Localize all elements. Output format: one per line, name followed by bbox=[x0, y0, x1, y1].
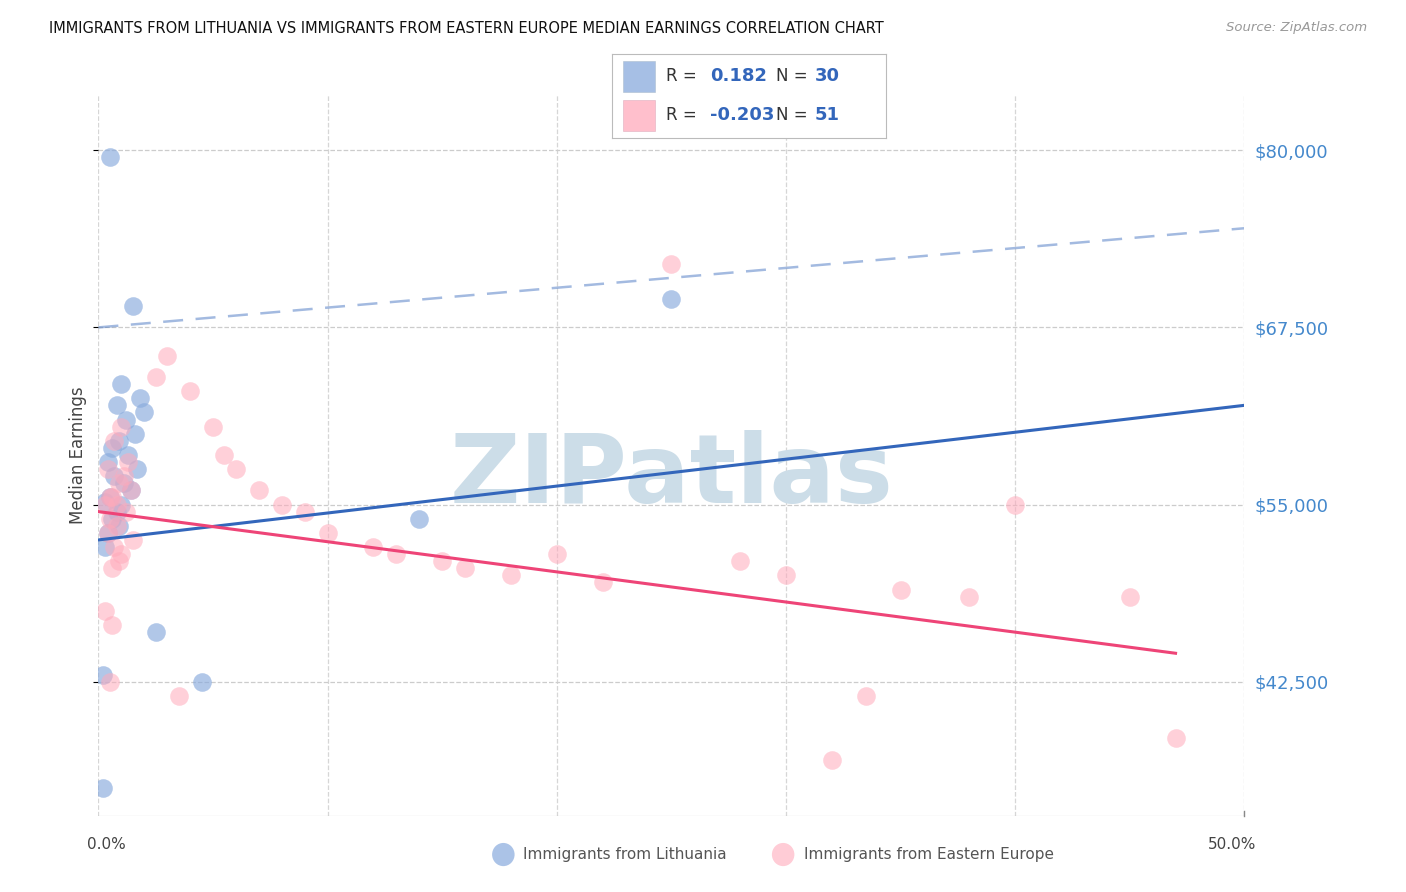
Point bbox=[115, 412, 138, 426]
Point bbox=[1164, 731, 1187, 746]
Point bbox=[316, 525, 339, 540]
Point bbox=[97, 525, 120, 540]
Point bbox=[97, 455, 120, 469]
Point bbox=[105, 398, 128, 412]
Point bbox=[110, 547, 132, 561]
Point bbox=[430, 554, 453, 568]
Point bbox=[94, 494, 117, 508]
Text: R =: R = bbox=[666, 68, 697, 86]
Point bbox=[821, 752, 844, 766]
Text: 0.0%: 0.0% bbox=[87, 838, 125, 853]
Point bbox=[101, 618, 124, 632]
Point bbox=[134, 405, 156, 419]
Point bbox=[1119, 590, 1142, 604]
Point bbox=[775, 568, 797, 582]
Point bbox=[110, 377, 132, 392]
Point bbox=[661, 292, 683, 306]
Point bbox=[103, 469, 125, 483]
Point bbox=[108, 476, 131, 491]
Point bbox=[101, 511, 124, 525]
Point bbox=[127, 462, 149, 476]
Point bbox=[363, 540, 385, 554]
Point bbox=[546, 547, 568, 561]
Point bbox=[94, 498, 117, 512]
Point bbox=[385, 547, 408, 561]
Point bbox=[120, 483, 142, 498]
Point bbox=[98, 150, 121, 164]
Text: IMMIGRANTS FROM LITHUANIA VS IMMIGRANTS FROM EASTERN EUROPE MEDIAN EARNINGS CORR: IMMIGRANTS FROM LITHUANIA VS IMMIGRANTS … bbox=[49, 21, 884, 37]
Point bbox=[661, 257, 683, 271]
Bar bbox=[623, 100, 655, 130]
Point bbox=[97, 462, 120, 476]
Point bbox=[270, 498, 292, 512]
Point bbox=[105, 498, 128, 512]
Point bbox=[108, 554, 131, 568]
Point bbox=[117, 455, 139, 469]
Point bbox=[108, 434, 131, 448]
Bar bbox=[623, 62, 655, 92]
Point bbox=[225, 462, 247, 476]
Point bbox=[108, 518, 131, 533]
Point bbox=[247, 483, 270, 498]
Point bbox=[214, 448, 236, 462]
Point bbox=[94, 540, 117, 554]
Point bbox=[202, 419, 225, 434]
Text: Immigrants from Eastern Europe: Immigrants from Eastern Europe bbox=[804, 847, 1054, 862]
Point bbox=[105, 505, 128, 519]
Point bbox=[1004, 498, 1026, 512]
Point bbox=[156, 349, 179, 363]
Point bbox=[97, 525, 120, 540]
Text: 51: 51 bbox=[814, 106, 839, 124]
Point bbox=[121, 533, 143, 547]
Point bbox=[120, 483, 142, 498]
Point bbox=[499, 568, 522, 582]
Point bbox=[110, 419, 132, 434]
Point bbox=[105, 518, 128, 533]
Text: Source: ZipAtlas.com: Source: ZipAtlas.com bbox=[1226, 21, 1367, 35]
Point bbox=[454, 561, 477, 575]
Text: 50.0%: 50.0% bbox=[1208, 838, 1256, 853]
Point bbox=[103, 540, 125, 554]
Point bbox=[98, 511, 121, 525]
Point bbox=[957, 590, 980, 604]
Point bbox=[179, 384, 201, 399]
Point bbox=[855, 689, 877, 703]
Text: N =: N = bbox=[776, 106, 807, 124]
Text: Immigrants from Lithuania: Immigrants from Lithuania bbox=[523, 847, 727, 862]
Point bbox=[728, 554, 751, 568]
Point bbox=[91, 667, 114, 681]
Point bbox=[94, 604, 117, 618]
Y-axis label: Median Earnings: Median Earnings bbox=[69, 386, 87, 524]
Point bbox=[112, 476, 135, 491]
Point bbox=[91, 780, 114, 795]
Text: R =: R = bbox=[666, 106, 697, 124]
Point bbox=[101, 441, 124, 455]
Point bbox=[294, 505, 316, 519]
Point bbox=[167, 689, 190, 703]
Text: -0.203: -0.203 bbox=[710, 106, 775, 124]
Point bbox=[121, 299, 143, 313]
Point bbox=[592, 575, 614, 590]
Point bbox=[98, 491, 121, 505]
Point bbox=[98, 491, 121, 505]
Point bbox=[128, 391, 150, 405]
Text: 30: 30 bbox=[814, 68, 839, 86]
Point bbox=[124, 426, 146, 441]
Point bbox=[110, 498, 132, 512]
Point bbox=[117, 448, 139, 462]
Point bbox=[103, 434, 125, 448]
Point bbox=[98, 674, 121, 689]
Text: ZIPatlas: ZIPatlas bbox=[450, 430, 893, 523]
Point bbox=[190, 674, 212, 689]
Point bbox=[101, 561, 124, 575]
Point bbox=[889, 582, 911, 597]
Point bbox=[115, 505, 138, 519]
Point bbox=[408, 511, 430, 525]
Point bbox=[101, 491, 124, 505]
Point bbox=[112, 469, 135, 483]
Text: 0.182: 0.182 bbox=[710, 68, 768, 86]
Text: N =: N = bbox=[776, 68, 807, 86]
Point bbox=[145, 370, 167, 384]
Point bbox=[145, 625, 167, 640]
